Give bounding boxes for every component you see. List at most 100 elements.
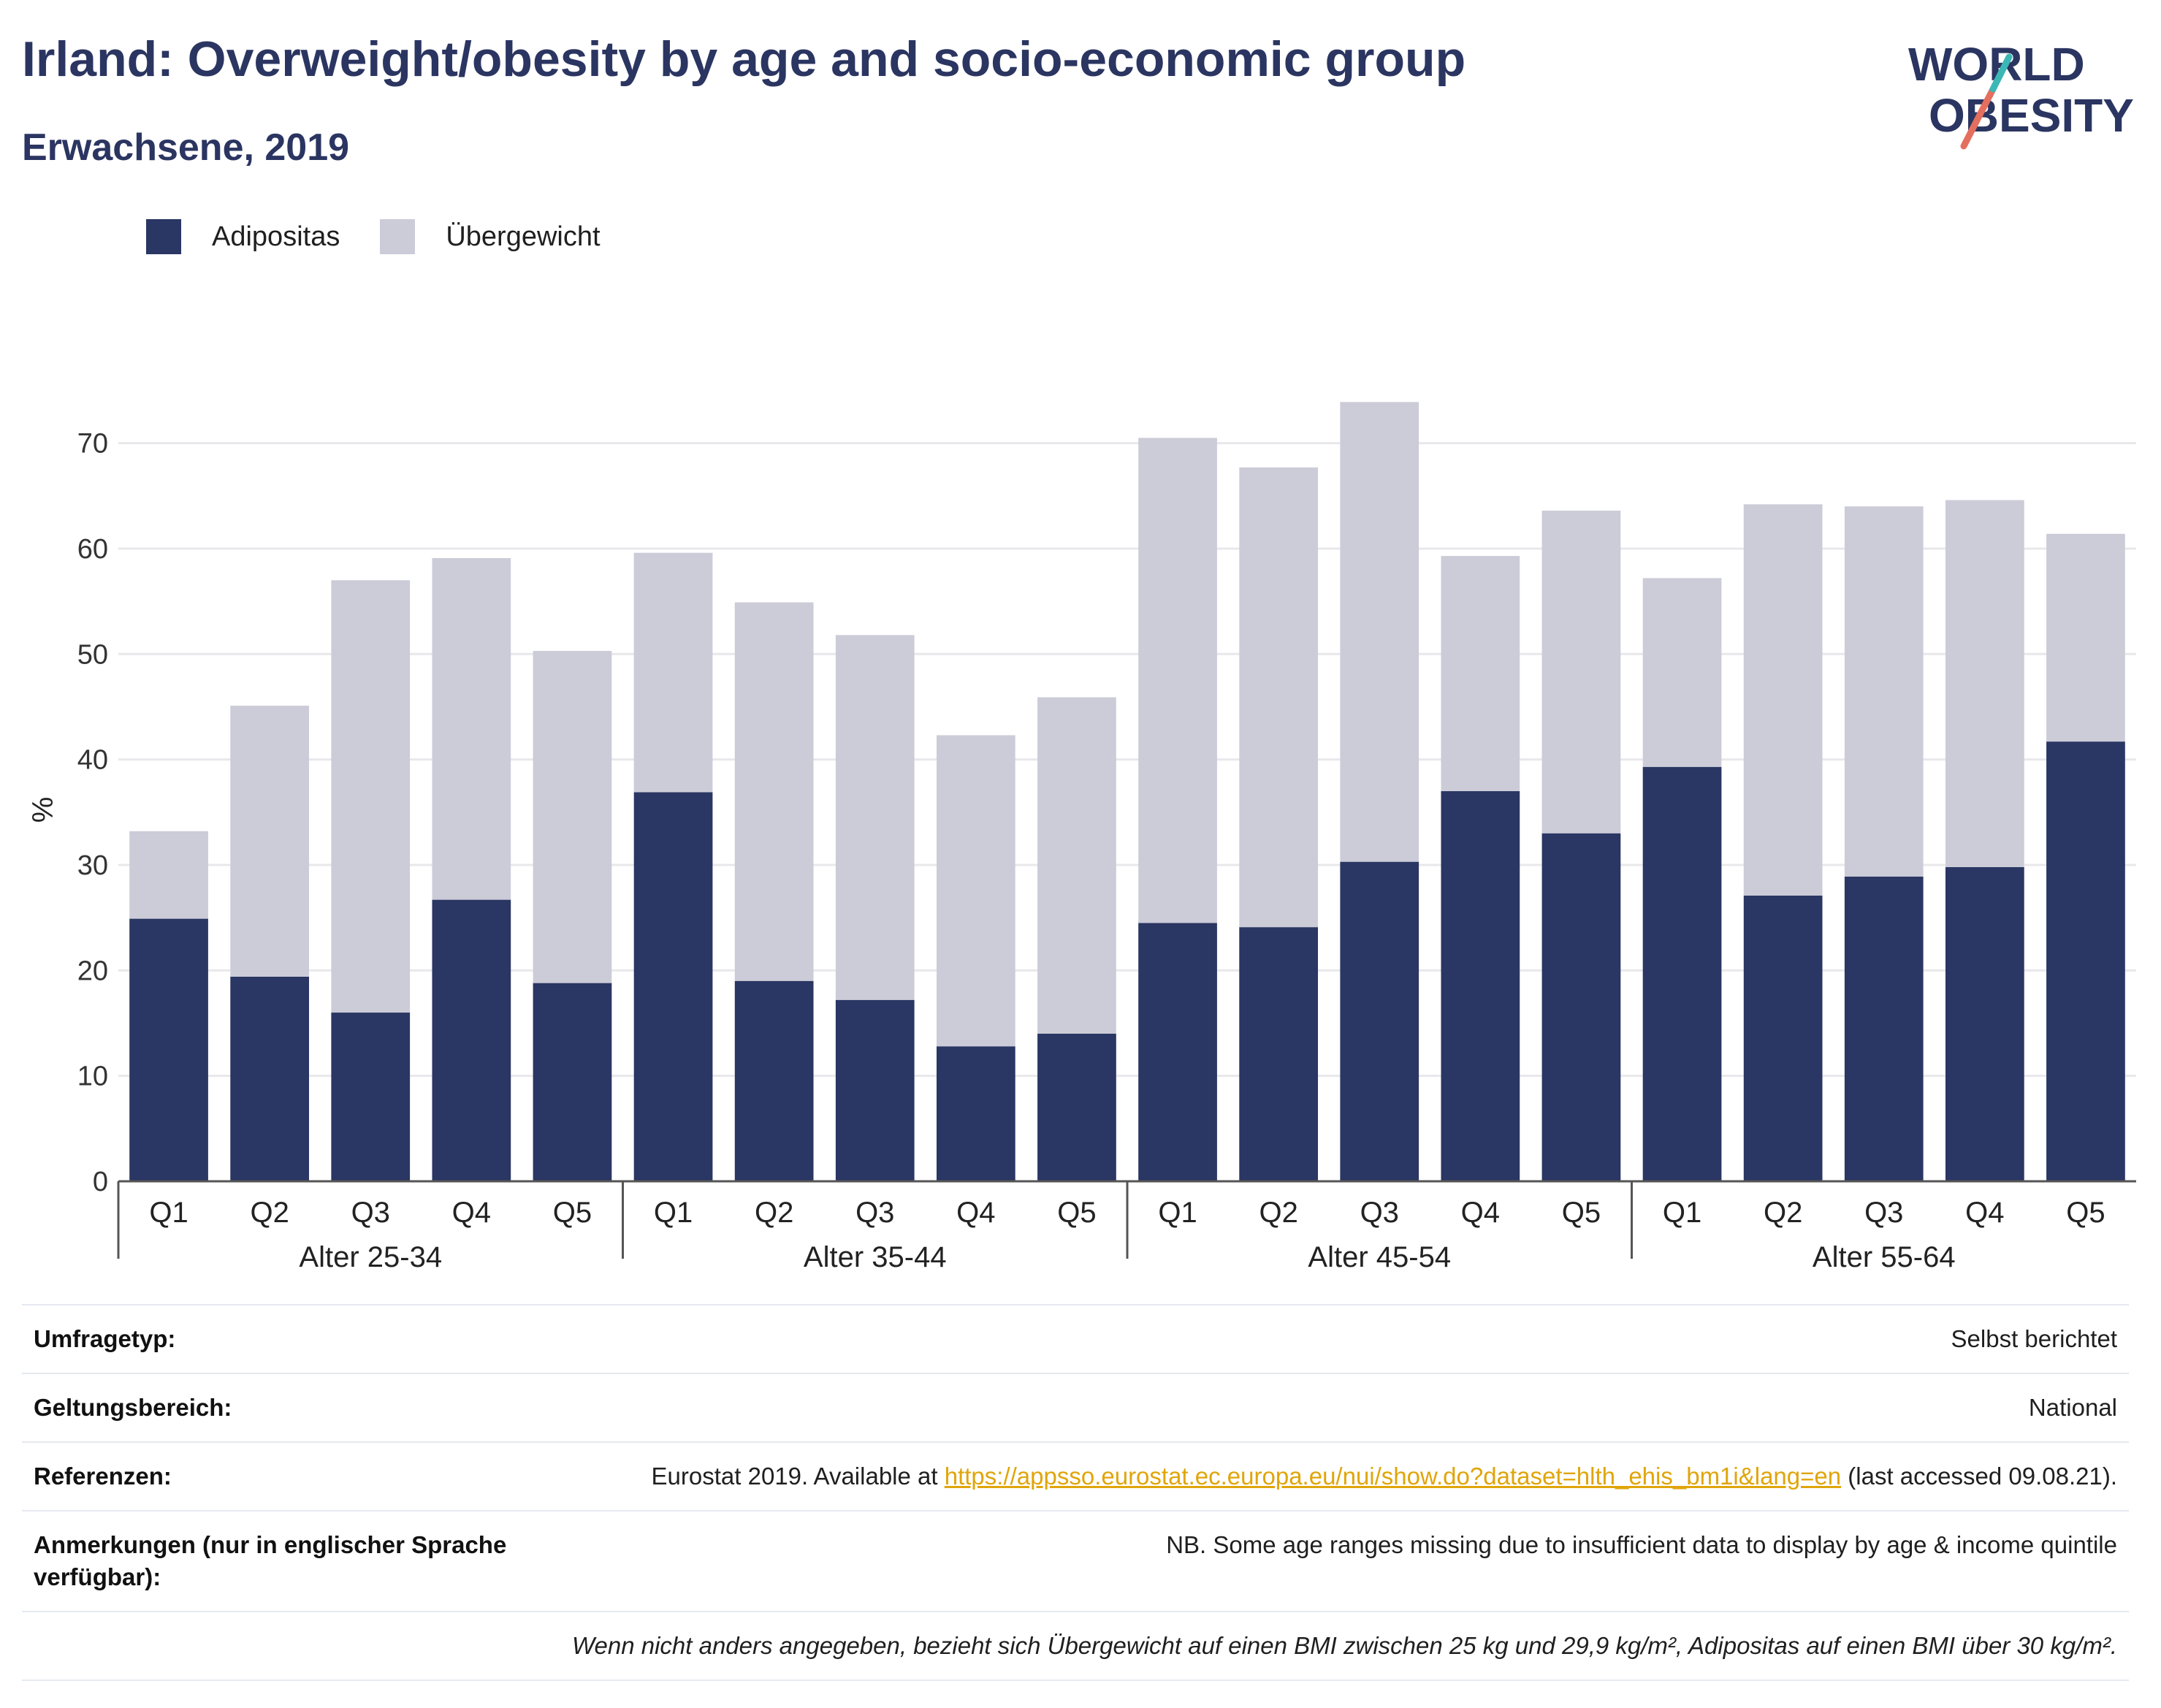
- bar-overweight: [835, 635, 915, 1000]
- x-tick-label: Q1: [654, 1197, 693, 1229]
- bar-obesity: [936, 1046, 1015, 1181]
- bar-overweight: [2046, 533, 2125, 742]
- bar-overweight: [734, 602, 814, 981]
- bar-obesity: [633, 792, 713, 1181]
- x-tick-label: Q5: [1562, 1197, 1601, 1229]
- bar-obesity: [1945, 866, 2024, 1181]
- bar-overweight: [1239, 467, 1319, 928]
- bar-obesity: [1239, 927, 1319, 1181]
- group-label: Alter 25-34: [299, 1241, 442, 1273]
- legend-label-obesity: Adipositas: [212, 221, 340, 252]
- bar-obesity: [2046, 741, 2125, 1181]
- info-row-survey: Umfragetyp: Selbst berichtet: [22, 1304, 2129, 1373]
- logo-line2: OBESITY: [1929, 89, 2134, 142]
- legend-item-obesity[interactable]: Adipositas: [146, 219, 340, 254]
- x-tick-label: Q4: [956, 1197, 995, 1229]
- bar-overweight: [1743, 504, 1823, 896]
- bar-obesity: [734, 980, 814, 1181]
- survey-type-value: Selbst berichtet: [1951, 1325, 2117, 1352]
- bar-overweight: [1138, 438, 1217, 923]
- bar-overweight: [1037, 697, 1116, 1034]
- x-tick-label: Q2: [1764, 1197, 1802, 1229]
- page-title: Irland: Overweight/obesity by age and so…: [22, 31, 1466, 87]
- bar-overweight: [1844, 506, 1924, 877]
- group-label: Alter 45-54: [1308, 1241, 1451, 1273]
- x-tick-label: Q3: [351, 1197, 390, 1229]
- y-tick-label: 70: [77, 429, 108, 460]
- bar-obesity: [432, 899, 511, 1181]
- bar-obesity: [835, 999, 915, 1181]
- x-tick-label: Q5: [2066, 1197, 2105, 1229]
- bar-overweight: [1642, 578, 1722, 767]
- info-table: Umfragetyp: Selbst berichtet Geltungsber…: [22, 1304, 2129, 1681]
- info-row-notes: Anmerkungen (nur in englischer Sprache v…: [22, 1510, 2129, 1611]
- notes-label: Anmerkungen (nur in englischer Sprache v…: [34, 1531, 507, 1590]
- references-label: Referenzen:: [34, 1463, 172, 1490]
- references-suffix: (last accessed 09.08.21).: [1841, 1463, 2117, 1490]
- legend-item-overweight[interactable]: Übergewicht: [380, 219, 601, 254]
- x-tick-label: Q2: [1259, 1197, 1297, 1229]
- bar-overweight: [1541, 510, 1621, 834]
- y-tick-label: 40: [77, 745, 108, 776]
- bar-overweight: [1945, 500, 2024, 867]
- bar-obesity: [533, 983, 612, 1181]
- x-tick-label: Q5: [1057, 1197, 1096, 1229]
- bar-obesity: [1642, 766, 1722, 1181]
- bar-overweight: [230, 706, 310, 977]
- notes-value: NB. Some age ranges missing due to insuf…: [1166, 1531, 2117, 1558]
- x-tick-label: Q4: [452, 1197, 491, 1229]
- bar-obesity: [331, 1013, 411, 1181]
- legend-swatch-obesity: [146, 219, 181, 254]
- x-tick-label: Q3: [1864, 1197, 1903, 1229]
- bar-overweight: [633, 552, 713, 793]
- group-label: Alter 55-64: [1813, 1241, 1956, 1273]
- info-row-scope: Geltungsbereich: National: [22, 1373, 2129, 1441]
- group-label: Alter 35-44: [804, 1241, 947, 1273]
- x-tick-label: Q1: [1663, 1197, 1701, 1229]
- y-tick-label: 0: [93, 1167, 108, 1197]
- info-row-references: Referenzen: Eurostat 2019. Available at …: [22, 1441, 2129, 1510]
- bar-overweight: [1340, 402, 1419, 862]
- bar-obesity: [1037, 1033, 1116, 1181]
- bar-obesity: [1541, 833, 1621, 1181]
- y-tick-label: 50: [77, 639, 108, 670]
- stacked-bar-chart: 0 10 20 30 40 50 60 70% Q1 Q2 Q3 Q4 Q5 Alter 25-34 Q1 Q…: [27, 402, 2136, 1273]
- bar-obesity: [1743, 895, 1823, 1181]
- x-tick-label: Q3: [1360, 1197, 1399, 1229]
- x-tick-label: Q1: [149, 1197, 188, 1229]
- x-tick-label: Q5: [553, 1197, 592, 1229]
- page-subtitle: Erwachsene, 2019: [22, 126, 350, 169]
- references-value: Eurostat 2019. Available at https://apps…: [652, 1460, 2117, 1492]
- y-tick-label: 20: [77, 956, 108, 986]
- bar-obesity: [1441, 790, 1520, 1181]
- x-tick-label: Q3: [855, 1197, 894, 1229]
- bar-overweight: [936, 735, 1015, 1047]
- x-tick-label: Q2: [755, 1197, 793, 1229]
- y-tick-label: 10: [77, 1061, 108, 1092]
- y-tick-label: 60: [77, 534, 108, 565]
- scope-value: National: [2028, 1394, 2117, 1421]
- x-tick-label: Q4: [1965, 1197, 2004, 1229]
- references-link[interactable]: https://appsso.eurostat.ec.europa.eu/nui…: [944, 1463, 1842, 1490]
- legend-label-overweight: Übergewicht: [446, 221, 601, 252]
- bar-overweight: [432, 557, 511, 900]
- bar-obesity: [1138, 923, 1217, 1181]
- survey-type-label: Umfragetyp:: [34, 1325, 176, 1352]
- y-axis-label: %: [27, 797, 59, 823]
- y-tick-label: 30: [77, 850, 108, 881]
- legend-swatch-overweight: [380, 219, 416, 254]
- x-tick-label: Q4: [1461, 1197, 1500, 1229]
- bar-overweight: [1441, 556, 1520, 791]
- bar-overweight: [331, 580, 411, 1013]
- x-tick-label: Q2: [250, 1197, 289, 1229]
- x-tick-label: Q1: [1158, 1197, 1197, 1229]
- references-prefix: Eurostat 2019. Available at: [651, 1463, 945, 1490]
- bar-overweight: [533, 650, 612, 983]
- footnote: Wenn nicht anders angegeben, bezieht sic…: [22, 1611, 2129, 1681]
- scope-label: Geltungsbereich:: [34, 1394, 232, 1421]
- world-obesity-logo: WORLD OBESITY: [1908, 38, 2134, 150]
- chart-legend: Adipositas Übergewicht: [146, 216, 641, 257]
- bar-overweight: [129, 831, 208, 919]
- bar-obesity: [1844, 876, 1924, 1181]
- bar-obesity: [1340, 861, 1419, 1181]
